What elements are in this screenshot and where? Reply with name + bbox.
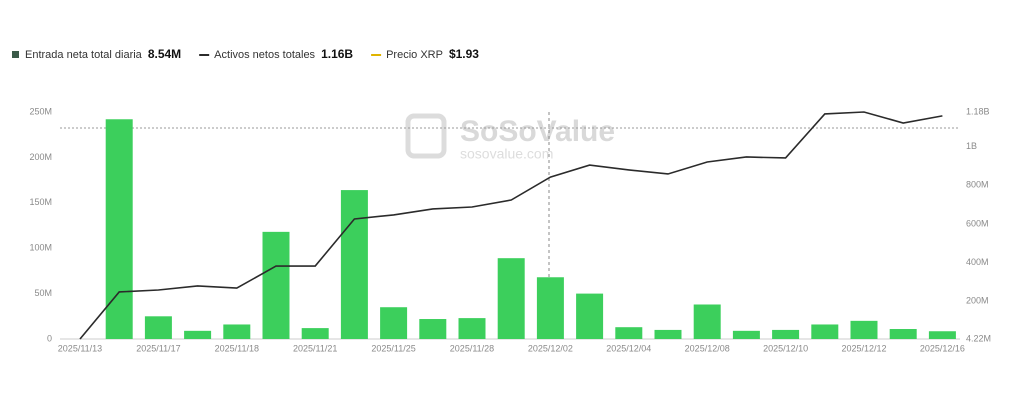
y-tick-label: 0 — [47, 333, 52, 343]
x-tick-label: 2025/12/04 — [606, 343, 651, 353]
y2-tick-label: 1B — [966, 141, 977, 151]
bar — [105, 119, 133, 339]
bar — [850, 320, 878, 339]
bar — [380, 307, 408, 339]
y2-tick-label: 4.22M — [966, 333, 991, 343]
bar — [811, 324, 839, 339]
watermark: sosovalue.com — [460, 146, 553, 162]
bar — [576, 293, 604, 339]
legend-label: Precio XRP — [386, 49, 443, 61]
y-tick-label: 250M — [29, 106, 52, 116]
y2-tick-label: 800M — [966, 180, 989, 190]
y-tick-label: 50M — [34, 288, 52, 298]
x-tick-label: 2025/12/12 — [841, 343, 886, 353]
y-tick-label: 200M — [29, 152, 52, 162]
legend-value: 8.54M — [148, 47, 181, 61]
bar — [536, 277, 564, 339]
x-tick-label: 2025/12/08 — [685, 343, 730, 353]
bar — [419, 319, 447, 339]
x-tick-label: 2025/11/28 — [450, 343, 494, 353]
x-tick-label: 2025/11/18 — [215, 343, 259, 353]
bar — [693, 304, 721, 339]
bar — [458, 318, 486, 339]
bar — [262, 231, 290, 339]
bar — [732, 330, 760, 339]
bar — [223, 324, 251, 339]
bar — [184, 330, 212, 339]
x-tick-label: 2025/11/17 — [136, 343, 180, 353]
x-tick-label: 2025/12/10 — [763, 343, 808, 353]
x-tick-label: 2025/12/02 — [528, 343, 573, 353]
legend-value: $1.93 — [449, 47, 479, 61]
bar — [144, 316, 172, 339]
bar — [772, 329, 800, 339]
bar — [928, 331, 956, 339]
x-tick-label: 2025/11/13 — [58, 343, 102, 353]
y2-tick-label: 1.18B — [966, 106, 990, 116]
legend-label: Entrada neta total diaria — [25, 49, 143, 61]
y-tick-label: 100M — [29, 243, 52, 253]
bar — [301, 328, 329, 339]
bar — [654, 329, 682, 339]
y2-tick-label: 200M — [966, 296, 989, 306]
bar — [615, 327, 643, 339]
x-tick-label: 2025/12/16 — [920, 343, 965, 353]
y2-tick-label: 600M — [966, 218, 989, 228]
x-tick-label: 2025/11/25 — [371, 343, 415, 353]
legend-label: Activos netos totales — [214, 49, 315, 61]
legend-swatch — [12, 51, 19, 58]
x-tick-label: 2025/11/21 — [293, 343, 337, 353]
watermark-logo — [405, 113, 447, 159]
bar — [889, 329, 917, 339]
line — [79, 111, 943, 340]
bar — [497, 258, 525, 339]
y-tick-label: 150M — [29, 197, 52, 207]
bar — [340, 190, 368, 339]
watermark: SoSoValue — [460, 115, 615, 148]
y2-tick-label: 400M — [966, 257, 989, 267]
legend-value: 1.16B — [321, 47, 353, 61]
